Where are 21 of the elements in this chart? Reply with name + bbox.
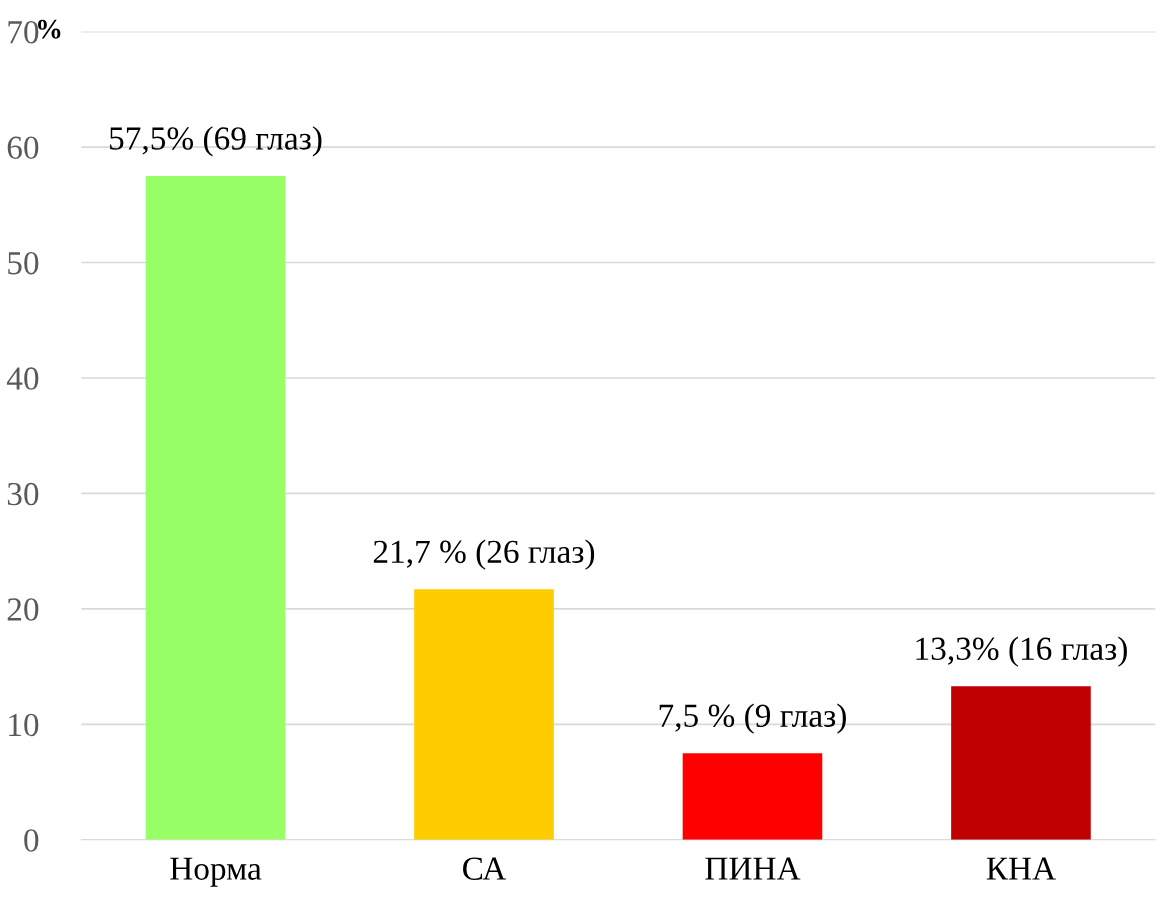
data-label: 13,3% (16 глаз) [916, 636, 1127, 667]
bar [951, 686, 1091, 840]
x-tick-label: СА [463, 857, 507, 880]
y-tick-label: 10 [9, 713, 39, 737]
x-tick-label: КНА [986, 857, 1056, 880]
y-tick-label: 30 [7, 482, 39, 506]
bar [682, 753, 823, 840]
y-tick-label: 0 [24, 829, 39, 852]
bar [145, 175, 286, 840]
x-tick-label: ПИНА [705, 857, 801, 880]
bar [414, 589, 554, 840]
x-tick-label: Норма [170, 857, 262, 887]
y-tick-label: 60 [7, 136, 39, 159]
data-label: 57,5% (69 глаз) [110, 126, 322, 157]
y-tick-label: 20 [7, 598, 39, 621]
y-axis-title: % [38, 19, 61, 39]
data-label: 21,7 % (26 глаз) [373, 539, 595, 570]
data-label: 7,5 % (9 глаз) [659, 703, 846, 734]
y-tick-label: 40 [6, 367, 39, 390]
y-tick-label: 70 [8, 21, 39, 44]
y-tick-label: 50 [8, 251, 39, 275]
